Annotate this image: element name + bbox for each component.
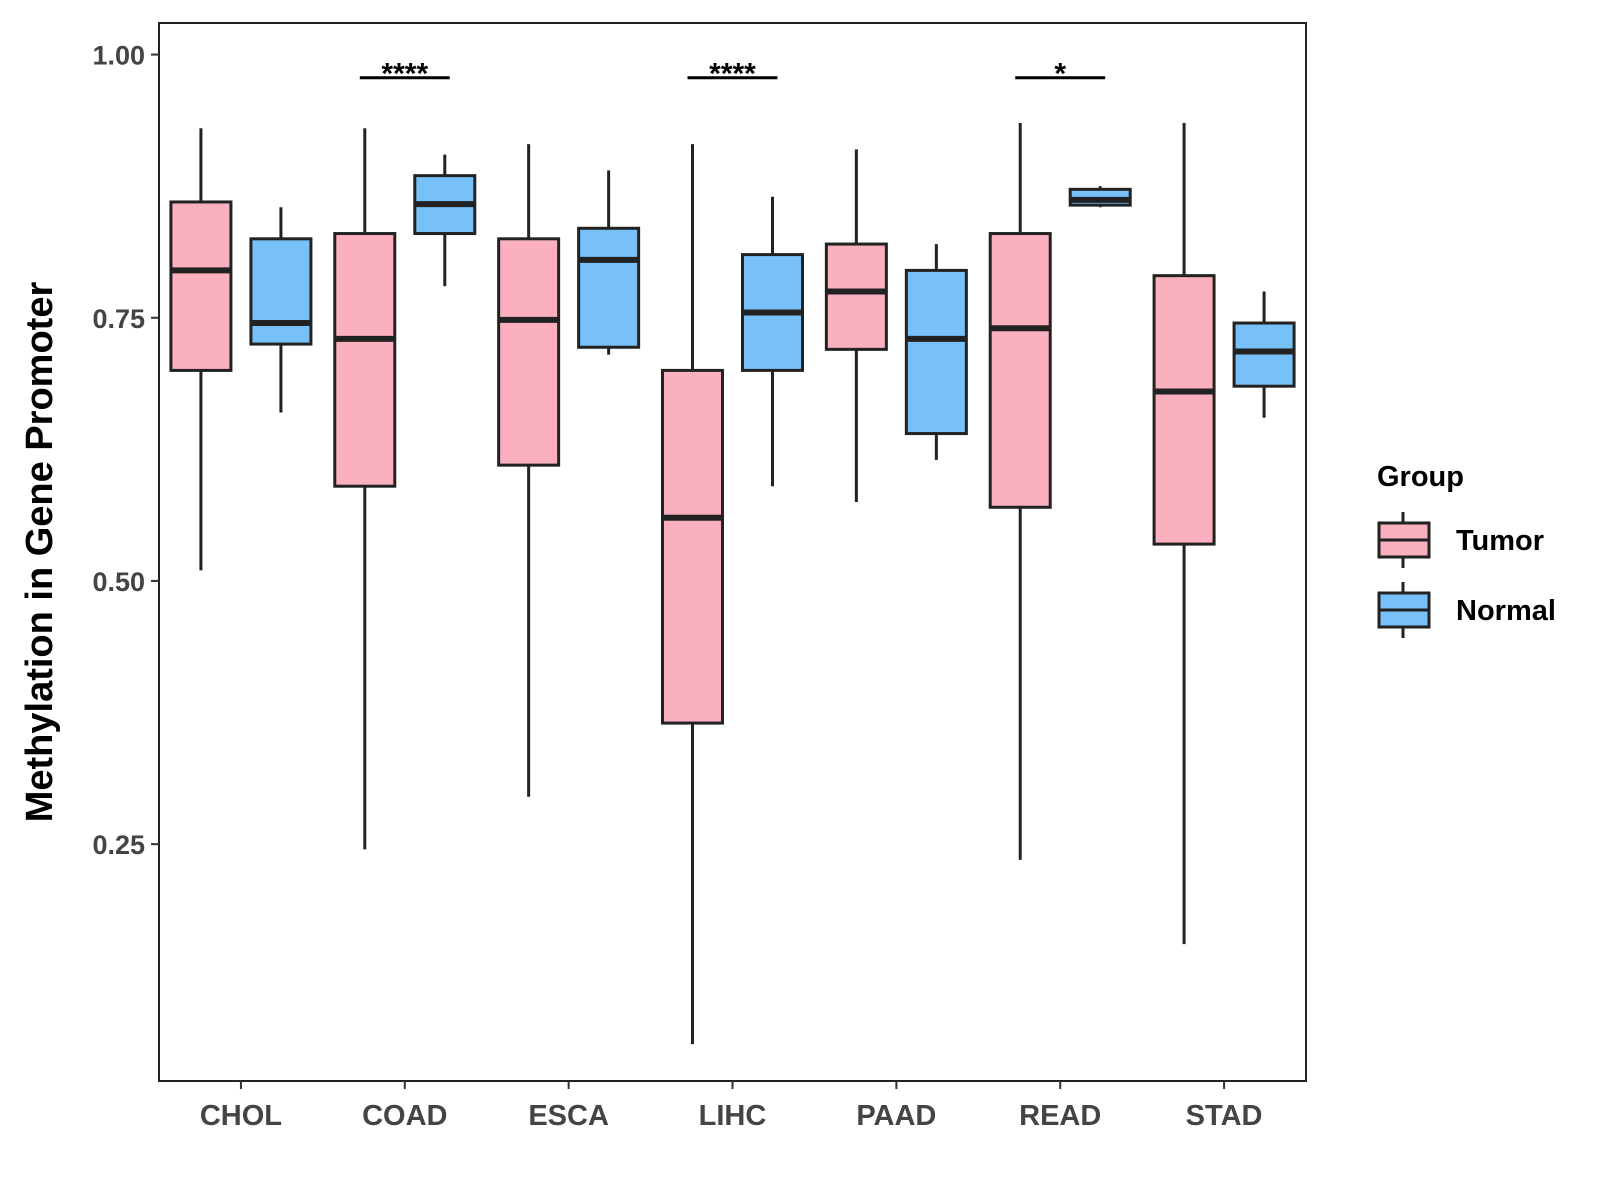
y-tick-label: 0.25 xyxy=(92,830,145,860)
legend-label: Normal xyxy=(1456,595,1556,627)
box-normal-lihc xyxy=(741,196,804,487)
box-tumor-coad xyxy=(333,128,397,850)
legend-label: Tumor xyxy=(1456,525,1544,557)
box-normal-coad xyxy=(413,154,477,287)
y-axis: 0.25 0.50 0.75 1.00 xyxy=(92,41,159,860)
x-tick-label-paad: PAAD xyxy=(856,1100,936,1132)
significance-layer: **** **** * xyxy=(359,58,1106,91)
box-body xyxy=(333,232,397,488)
box-tumor-esca xyxy=(497,144,561,797)
significance-label: * xyxy=(1054,58,1066,91)
x-axis: CHOL COAD ESCA LIHC PAAD READ STAD xyxy=(200,1081,1263,1132)
y-tick-label: 0.50 xyxy=(92,567,145,597)
box-body xyxy=(497,237,561,467)
box-tumor-lihc xyxy=(661,144,724,1045)
legend-item-normal: Normal xyxy=(1377,582,1556,638)
box-tumor-read xyxy=(988,123,1052,860)
box-body xyxy=(904,268,968,436)
box-body xyxy=(577,226,641,349)
legend: Group Tumor Normal xyxy=(1377,461,1556,638)
x-tick-label-read: READ xyxy=(1019,1100,1101,1132)
x-tick-label-esca: ESCA xyxy=(528,1100,609,1132)
box-tumor-stad xyxy=(1152,123,1216,945)
legend-item-tumor: Tumor xyxy=(1377,512,1544,568)
box-body xyxy=(1152,274,1216,546)
y-tick-label: 0.75 xyxy=(92,304,145,334)
box-normal-paad xyxy=(904,244,968,460)
y-axis-label: Methylation in Gene Promoter xyxy=(19,282,61,823)
box-layer xyxy=(169,123,1296,1045)
legend-title: Group xyxy=(1377,461,1464,493)
box-normal-stad xyxy=(1232,291,1296,418)
box-normal-esca xyxy=(577,170,641,355)
significance-label: **** xyxy=(381,58,428,91)
x-tick-label-chol: CHOL xyxy=(200,1100,282,1132)
box-body xyxy=(169,200,233,372)
x-tick-label-lihc: LIHC xyxy=(699,1100,767,1132)
box-body xyxy=(824,242,888,351)
box-normal-chol xyxy=(249,207,313,413)
plot-panel xyxy=(158,22,1307,1082)
x-tick-label-coad: COAD xyxy=(362,1100,447,1132)
significance-label: **** xyxy=(709,58,756,91)
box-body xyxy=(988,232,1052,509)
box-tumor-paad xyxy=(824,149,888,502)
box-normal-read xyxy=(1068,186,1132,208)
x-tick-label-stad: STAD xyxy=(1186,1100,1263,1132)
box-body xyxy=(249,237,313,346)
box-body xyxy=(661,368,724,725)
box-tumor-chol xyxy=(169,128,233,571)
y-tick-label: 1.00 xyxy=(92,41,145,71)
box-body xyxy=(1232,321,1296,388)
